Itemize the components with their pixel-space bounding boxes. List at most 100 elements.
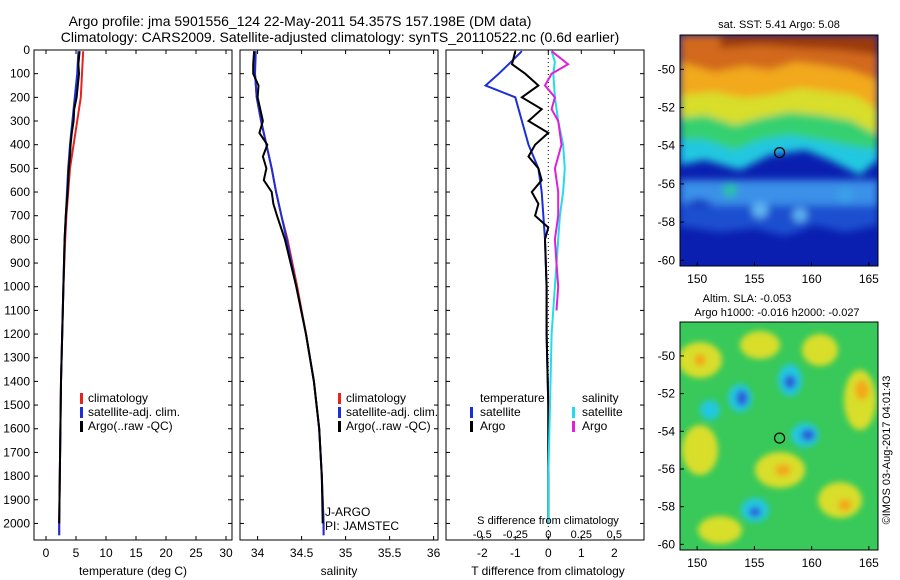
depth-tick-label: 1000 (3, 280, 30, 294)
figure-title-line1: Argo profile: jma 5901556_124 22-May-201… (69, 13, 532, 29)
series-line-argo (510, 50, 550, 524)
legend-swatch (338, 407, 341, 418)
legend-group-heading: temperature (480, 391, 545, 405)
figure-title-line2: Climatology: CARS2009. Satellite-adjuste… (61, 29, 619, 45)
depth-tick-label: 900 (10, 256, 30, 270)
temperature-axes-frame (33, 49, 233, 541)
lat-tick-label: -58 (658, 500, 676, 514)
legend-label: Argo(..raw -QC) (346, 419, 431, 433)
lon-tick-label: 165 (859, 556, 879, 570)
x-tick-label: 36 (427, 546, 441, 560)
series-line-argo (58, 51, 81, 524)
sst-map-ticks: 150 155 160 165 -50 -52 -54 -56 -58 -60 (658, 62, 880, 286)
lon-tick-label: 160 (802, 272, 822, 286)
sst-float-location-marker (773, 147, 786, 159)
depth-tick-label: 700 (10, 209, 30, 223)
salinity-series (252, 51, 325, 536)
x-tick-label: 1 (578, 546, 585, 560)
lon-tick-label: 155 (744, 556, 764, 570)
lat-tick-label: -56 (658, 462, 676, 476)
sst-map-frame (679, 34, 879, 267)
temperature-series (58, 51, 85, 536)
x-tick-label: 25 (189, 546, 203, 560)
lon-tick-label: 150 (687, 272, 707, 286)
s-diff-tick-label: 0.5 (607, 529, 622, 541)
lat-tick-label: -52 (658, 387, 676, 401)
salinity-xlabel: salinity (321, 564, 358, 578)
x-tick-label: 30 (219, 546, 233, 560)
lat-tick-label: -60 (658, 537, 676, 551)
lat-tick-label: -54 (658, 139, 676, 153)
x-tick-label: 15 (129, 546, 143, 560)
legend-label: climatology (346, 391, 406, 405)
sla-float-location-marker (773, 432, 786, 444)
temperature-ticks: 0100200300400500600700800900100011001200… (3, 43, 233, 560)
depth-tick-label: 100 (10, 67, 30, 81)
difference-legend: temperaturesatelliteArgosalinitysatellit… (470, 391, 623, 433)
depth-tick-label: 1300 (3, 351, 30, 365)
lon-tick-label: 155 (744, 272, 764, 286)
legend-label: satellite-adj. clim. (346, 405, 438, 419)
x-tick-label: 0 (43, 546, 50, 560)
sst-field (680, 35, 878, 266)
float-pi-label: PI: JAMSTEC (325, 519, 399, 533)
sst-map-panel: sat. SST: 5.41 Argo: 5.08 150 155 160 165 -5… (658, 19, 880, 286)
s-difference-xlabel: S difference from climatology (477, 515, 619, 527)
sla-map-title-line2: Argo h1000: -0.016 h2000: -0.027 (694, 307, 859, 319)
series-line-sat_s (547, 50, 566, 524)
legend-swatch (338, 393, 341, 404)
depth-tick-label: 1700 (3, 445, 30, 459)
sla-field (680, 322, 878, 550)
sla-map-frame (679, 321, 879, 551)
depth-tick-label: 300 (10, 114, 30, 128)
legend-swatch (470, 407, 473, 418)
x-tick-label: 20 (159, 546, 173, 560)
legend-label: Argo(..raw -QC) (88, 419, 173, 433)
salinity-panel: 34 34.5 35 35.5 36 climatologysatellite-adj.… (239, 49, 441, 578)
lon-tick-label: 165 (859, 272, 879, 286)
sla-map-ticks: 150 155 160 165 -50 -52 -54 -56 -58 -60 (658, 349, 880, 570)
depth-tick-label: 0 (23, 43, 30, 57)
s-diff-tick-label: -0.25 (503, 529, 528, 541)
lat-tick-label: -60 (658, 253, 676, 267)
depth-tick-label: 1900 (3, 493, 30, 507)
difference-series (483, 50, 570, 524)
x-tick-label: -2 (477, 546, 488, 560)
x-tick-label: 0 (545, 546, 552, 560)
lat-tick-label: -50 (658, 62, 676, 76)
sst-map-title: sat. SST: 5.41 Argo: 5.08 (718, 19, 840, 31)
legend-swatch (572, 421, 575, 432)
temperature-panel: 0100200300400500600700800900100011001200… (3, 43, 233, 578)
legend-label: climatology (88, 391, 148, 405)
lat-tick-label: -50 (658, 349, 676, 363)
difference-axes-frame (445, 49, 645, 541)
depth-tick-label: 1100 (4, 303, 30, 317)
legend-swatch (80, 407, 83, 418)
legend-label: satellite (480, 405, 521, 419)
legend-label: satellite (582, 405, 623, 419)
legend-label: Argo (582, 419, 608, 433)
depth-tick-label: 600 (10, 185, 30, 199)
s-diff-tick-label: -0.5 (473, 529, 492, 541)
series-line-argo_s (543, 50, 570, 311)
difference-panel: -2 -1 0 1 2-0.5 -0.25 0 0.25 0.5 temperaturesate… (445, 49, 645, 578)
legend-swatch (338, 421, 341, 432)
x-tick-label: 10 (99, 546, 113, 560)
depth-tick-label: 800 (10, 232, 30, 246)
legend-swatch (572, 407, 575, 418)
depth-tick-label: 1200 (3, 327, 30, 341)
depth-tick-label: 1800 (3, 469, 30, 483)
x-tick-label: 35.5 (378, 546, 402, 560)
x-tick-label: 2 (611, 546, 618, 560)
legend-swatch (80, 393, 83, 404)
s-diff-tick-label: 0 (545, 529, 551, 541)
legend-group-heading: salinity (582, 391, 619, 405)
s-diff-tick-label: 0.25 (571, 529, 592, 541)
sla-map-title-line1: Altim. SLA: -0.053 (703, 293, 792, 305)
x-tick-label: 35 (339, 546, 353, 560)
depth-tick-label: 400 (10, 138, 30, 152)
legend-label: Argo (480, 419, 506, 433)
series-line-argo (252, 51, 324, 524)
